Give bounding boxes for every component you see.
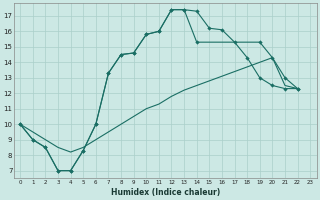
X-axis label: Humidex (Indice chaleur): Humidex (Indice chaleur) — [111, 188, 220, 197]
